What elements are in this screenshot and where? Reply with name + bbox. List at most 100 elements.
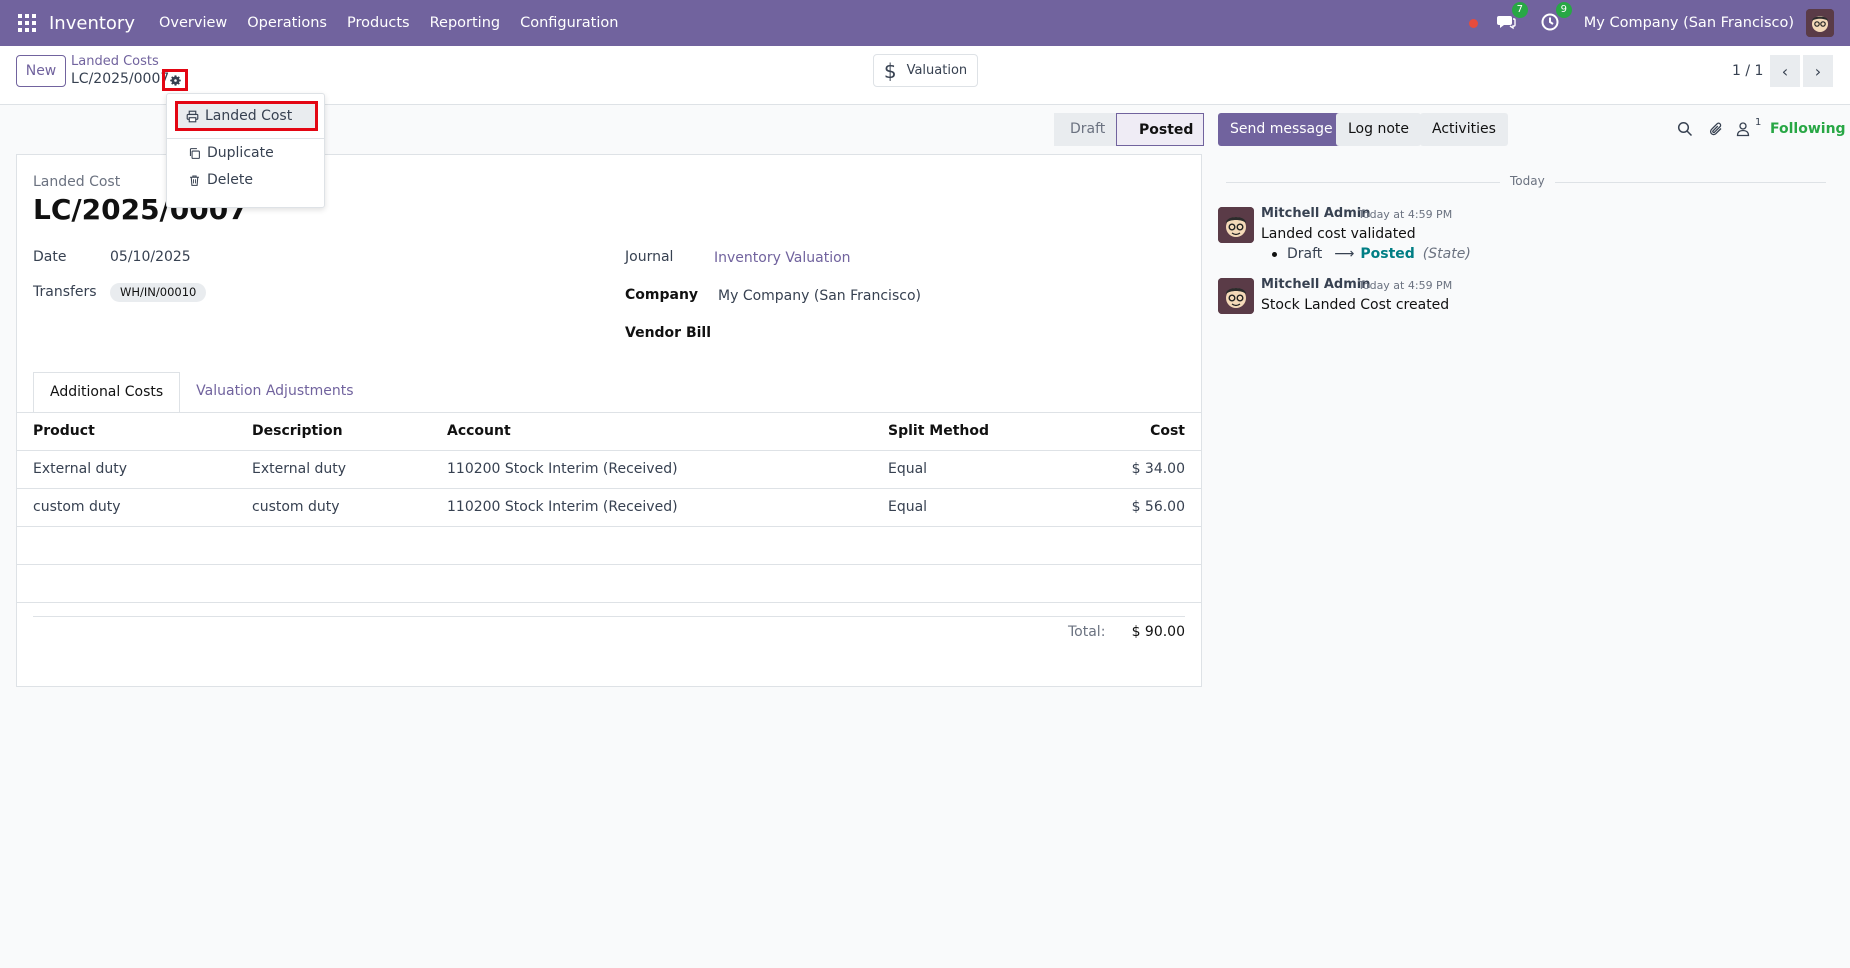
message-avatar[interactable] xyxy=(1218,278,1254,314)
following-button[interactable]: Following xyxy=(1770,121,1846,137)
header-description[interactable]: Description xyxy=(252,423,343,439)
tracking-value: Draft ⟶ Posted (State) xyxy=(1272,246,1471,262)
message-body: Landed cost validated xyxy=(1261,226,1416,242)
app-name[interactable]: Inventory xyxy=(49,12,135,34)
chevron-right-icon: › xyxy=(1814,61,1822,81)
top-navbar: Inventory Overview Operations Products R… xyxy=(0,0,1850,46)
table-empty-row xyxy=(17,565,1201,603)
new-button[interactable]: New xyxy=(16,55,66,87)
activities-clock-icon[interactable]: 9 xyxy=(1540,2,1572,34)
company-switcher[interactable]: My Company (San Francisco) xyxy=(1583,15,1794,31)
followers-user-icon[interactable] xyxy=(1735,121,1751,137)
messages-icon[interactable]: 7 xyxy=(1496,2,1528,34)
header-account[interactable]: Account xyxy=(447,423,511,439)
transfer-tag[interactable]: WH/IN/00010 xyxy=(110,283,207,302)
cell-account: 110200 Stock Interim (Received) xyxy=(447,461,678,477)
trash-icon xyxy=(190,175,199,186)
header-product[interactable]: Product xyxy=(33,423,95,439)
message-time: Today at 4:59 PM xyxy=(1358,208,1453,221)
form-sheet: Landed Cost LC/2025/0007 Date 05/10/2025… xyxy=(16,154,1202,687)
cell-cost: $ 56.00 xyxy=(1131,499,1185,515)
date-label: Date xyxy=(33,249,67,265)
gear-icon xyxy=(169,74,181,86)
tabs-divider xyxy=(17,412,1201,413)
cell-cost: $ 34.00 xyxy=(1131,461,1185,477)
menu-operations[interactable]: Operations xyxy=(247,15,327,31)
message-author[interactable]: Mitchell Admin xyxy=(1261,206,1371,221)
cell-product: custom duty xyxy=(33,499,121,515)
company-value: My Company (San Francisco) xyxy=(718,288,921,304)
journal-link[interactable]: Inventory Valuation xyxy=(714,250,851,266)
main-menu: Overview Operations Products Reporting C… xyxy=(149,15,628,31)
stage-draft[interactable]: Draft xyxy=(1054,113,1116,146)
chevron-left-icon: ‹ xyxy=(1781,61,1789,81)
header-cost[interactable]: Cost xyxy=(1150,423,1185,439)
recording-dot-icon[interactable] xyxy=(1468,18,1478,28)
user-avatar[interactable] xyxy=(1806,9,1834,37)
messages-badge: 7 xyxy=(1511,2,1528,18)
tracking-field-name: (State) xyxy=(1422,246,1471,262)
activities-button[interactable]: Activities xyxy=(1420,113,1508,146)
table-empty-row xyxy=(17,527,1201,565)
paperclip-icon[interactable] xyxy=(1708,121,1724,137)
bullet-icon xyxy=(1272,251,1277,257)
message-body: Stock Landed Cost created xyxy=(1261,297,1450,313)
tab-valuation-adjustments[interactable]: Valuation Adjustments xyxy=(196,383,354,399)
menu-overview[interactable]: Overview xyxy=(158,15,228,31)
follower-count: 1 xyxy=(1755,117,1762,128)
search-icon[interactable] xyxy=(1677,121,1693,137)
cell-product: External duty xyxy=(33,461,128,477)
company-label: Company xyxy=(625,287,699,303)
menu-products[interactable]: Products xyxy=(346,15,410,31)
actions-dropdown: Landed Cost Duplicate Delete xyxy=(166,93,325,208)
menu-configuration[interactable]: Configuration xyxy=(520,15,619,31)
table-header: Product Description Account Split Method… xyxy=(17,413,1201,451)
pager-next-button[interactable]: › xyxy=(1803,55,1833,87)
delete-label: Delete xyxy=(207,172,253,188)
printer-icon xyxy=(186,110,199,122)
status-bar: Draft Posted xyxy=(1054,113,1204,146)
copy-icon xyxy=(189,147,200,159)
apps-grid-icon[interactable] xyxy=(18,14,36,32)
cell-split-method: Equal xyxy=(888,499,928,515)
pager-value[interactable]: 1 / 1 xyxy=(1732,63,1764,79)
arrow-right-icon: ⟶ xyxy=(1334,246,1355,262)
day-label: Today xyxy=(1500,174,1555,188)
pager-previous-button[interactable]: ‹ xyxy=(1770,55,1800,87)
dropdown-divider xyxy=(167,138,324,139)
tab-additional-costs[interactable]: Additional Costs xyxy=(33,372,181,413)
stage-posted[interactable]: Posted xyxy=(1116,113,1204,146)
print-landed-cost-label: Landed Cost xyxy=(205,108,293,124)
breadcrumb-parent[interactable]: Landed Costs xyxy=(71,54,159,69)
cell-description: External duty xyxy=(252,461,347,477)
journal-label: Journal xyxy=(625,249,674,265)
table-row[interactable]: External duty External duty 110200 Stock… xyxy=(17,451,1201,489)
transfers-label: Transfers xyxy=(33,284,97,300)
send-message-button[interactable]: Send message xyxy=(1218,113,1345,146)
cell-split-method: Equal xyxy=(888,461,928,477)
total-label: Total: xyxy=(1068,624,1106,640)
duplicate-label: Duplicate xyxy=(207,145,274,161)
duplicate-item[interactable]: Duplicate xyxy=(167,145,324,161)
message-time: Today at 4:59 PM xyxy=(1358,279,1453,292)
actions-gear-button[interactable] xyxy=(162,69,188,91)
cell-description: custom duty xyxy=(252,499,340,515)
log-note-button[interactable]: Log note xyxy=(1336,113,1421,146)
dollar-icon: $ xyxy=(883,58,897,83)
cell-account: 110200 Stock Interim (Received) xyxy=(447,499,678,515)
message-author[interactable]: Mitchell Admin xyxy=(1261,277,1371,292)
menu-reporting[interactable]: Reporting xyxy=(429,15,501,31)
record-type-label: Landed Cost xyxy=(33,174,121,190)
valuation-button[interactable]: $ Valuation xyxy=(873,54,978,87)
tracking-old-value: Draft xyxy=(1287,246,1323,262)
table-row[interactable]: custom duty custom duty 110200 Stock Int… xyxy=(17,489,1201,527)
print-landed-cost-item[interactable]: Landed Cost xyxy=(175,101,318,131)
message-avatar[interactable] xyxy=(1218,207,1254,243)
date-value: 05/10/2025 xyxy=(110,249,191,265)
header-split-method[interactable]: Split Method xyxy=(888,423,989,439)
breadcrumb-current: LC/2025/0007 xyxy=(71,71,170,87)
delete-item[interactable]: Delete xyxy=(167,172,324,188)
activities-badge: 9 xyxy=(1555,2,1572,18)
navbar-systray: 7 9 My Company (San Francisco) xyxy=(1468,0,1850,46)
total-divider xyxy=(33,616,1185,617)
